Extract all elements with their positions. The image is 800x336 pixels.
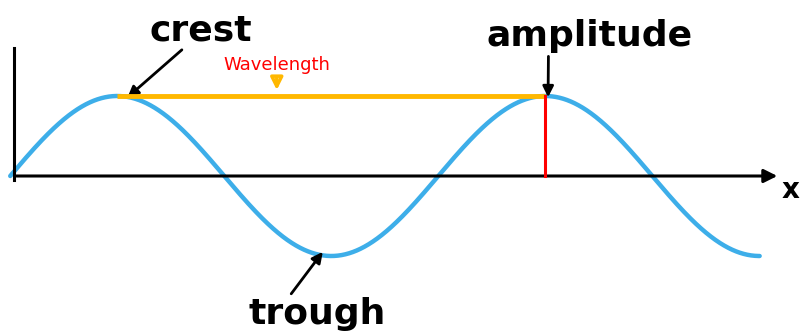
Text: trough: trough (248, 297, 386, 331)
Text: amplitude: amplitude (486, 19, 692, 53)
Text: Wavelength: Wavelength (223, 55, 330, 74)
Text: crest: crest (150, 13, 252, 47)
Text: x: x (782, 176, 799, 204)
